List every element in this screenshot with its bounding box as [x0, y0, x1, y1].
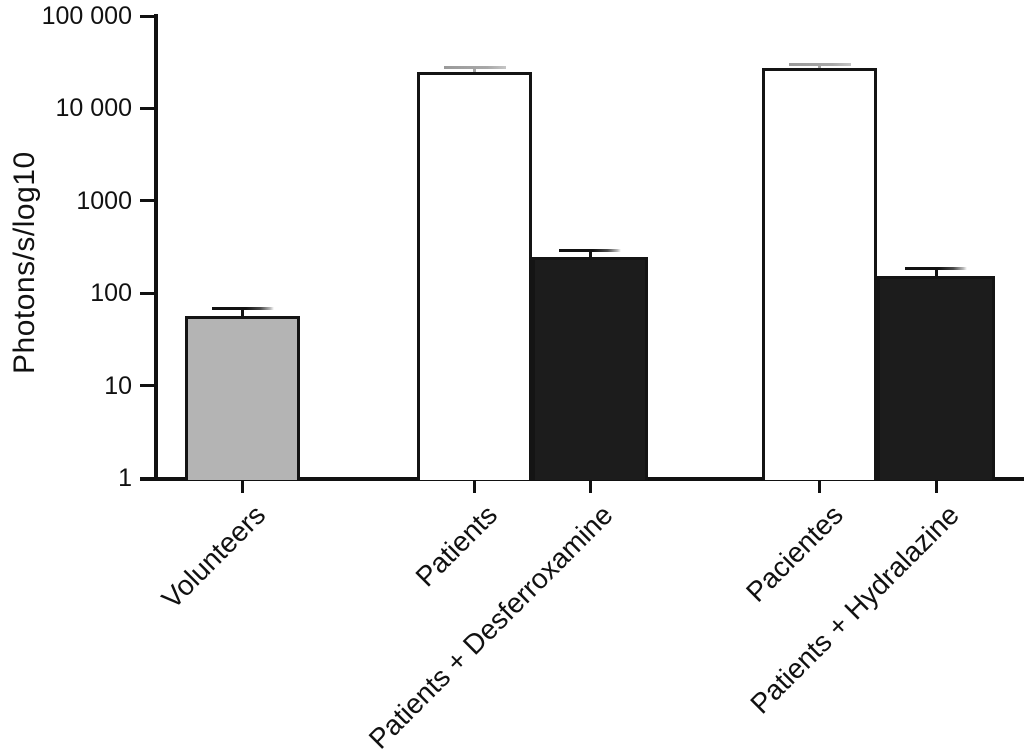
- x-tick-label-patients-hydralazine: Patients + Hydralazine: [744, 499, 965, 720]
- x-tick: [241, 480, 244, 493]
- x-tick: [473, 480, 476, 493]
- y-tick: [140, 106, 155, 110]
- y-tick: [140, 199, 155, 203]
- y-tick-label: 10 000: [55, 94, 132, 123]
- x-tick: [934, 480, 938, 493]
- x-tick-label-pacientes: Pacientes: [739, 499, 849, 608]
- y-tick: [140, 14, 155, 18]
- y-tick-label: 1000: [76, 186, 132, 215]
- error-bar-cap: [211, 307, 274, 311]
- y-tick-label: 1: [118, 464, 132, 492]
- y-tick: [140, 291, 155, 295]
- error-bar-cap: [443, 65, 506, 69]
- error-bar-cap: [559, 248, 621, 252]
- bar-patients: [417, 72, 532, 480]
- y-tick: [140, 476, 155, 480]
- y-axis-line: [154, 14, 158, 480]
- bar-patients-hydralazine: [877, 275, 995, 480]
- y-axis-title: Photons/s/log10: [8, 151, 41, 374]
- bar-patients-desferroxamine: [532, 257, 648, 480]
- x-tick-label-patients: Patients: [409, 499, 504, 593]
- y-tick-label: 100: [90, 279, 132, 308]
- x-tick-label-volunteers: Volunteers: [155, 499, 272, 615]
- x-tick-label-patients-desferroxamine: Patients + Desferroxamine: [363, 499, 619, 752]
- x-tick: [588, 480, 592, 493]
- y-tick: [140, 384, 155, 388]
- error-bar-cap: [905, 267, 967, 270]
- y-tick-label: 100 000: [41, 2, 132, 30]
- bar-pacientes: [762, 67, 877, 480]
- y-tick-label: 10: [104, 371, 132, 400]
- x-tick: [818, 480, 821, 493]
- error-bar-cap: [788, 63, 851, 67]
- bar-volunteers: [185, 316, 300, 480]
